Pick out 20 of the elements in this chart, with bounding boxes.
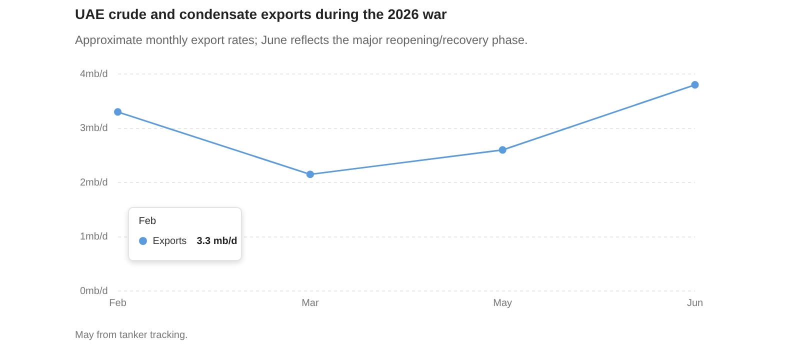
legend-label: Exports <box>152 236 187 247</box>
point <box>114 108 122 116</box>
y-tick-label: 3mb/d <box>80 123 108 134</box>
text: May from tanker tracking. <box>75 330 188 341</box>
annotation: 3.3 mb/d <box>196 236 238 247</box>
y-tick-label: 1mb/d <box>80 232 108 242</box>
y-tick-label: 2mb/d <box>80 177 108 188</box>
y-tick-label: 4mb/d <box>80 68 108 80</box>
x-tick-label: Mar <box>302 298 320 309</box>
point <box>691 81 699 89</box>
chart-title: UAE crude and condensate exports during the 2026 war <box>75 6 447 22</box>
point <box>498 146 506 154</box>
tooltip-card: Feb Exports 3.3 mb/d <box>128 206 242 261</box>
y-tick-label: 0mb/d <box>80 286 108 297</box>
point <box>306 170 314 178</box>
x-tick-label: Feb <box>109 298 127 309</box>
x-tick-label: May <box>493 298 512 309</box>
x-tick-label: Jun <box>686 298 704 309</box>
chart-subtitle: Approximate monthly export rates; June reflects the major reopening/recovery phase. <box>75 33 528 47</box>
annotation: Feb <box>138 216 156 227</box>
